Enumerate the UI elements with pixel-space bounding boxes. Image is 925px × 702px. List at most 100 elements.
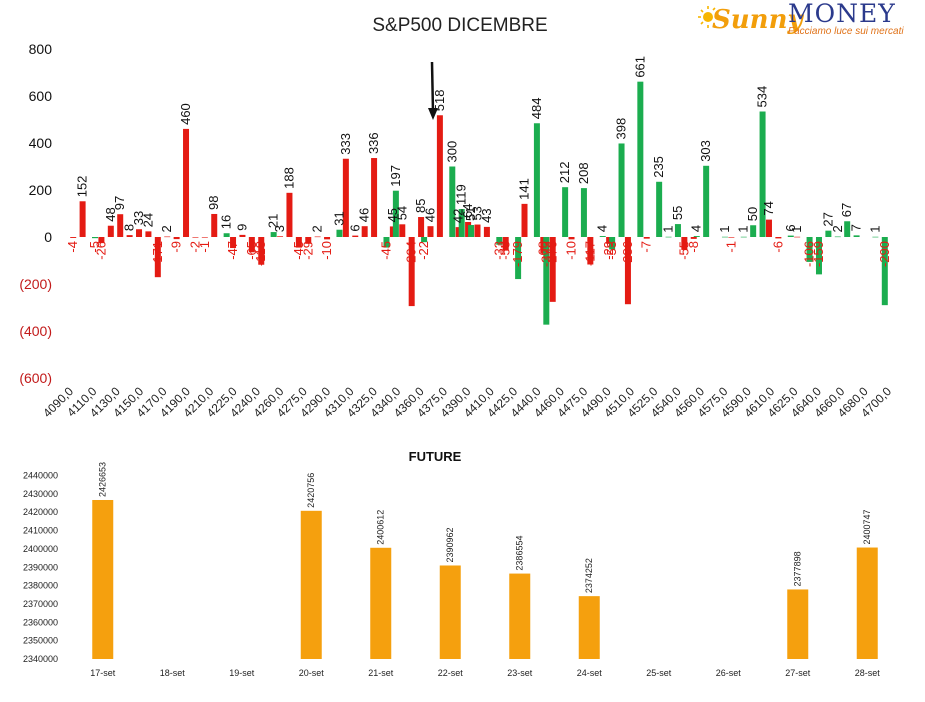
bar-value-label: 300 bbox=[444, 141, 459, 163]
red-bar bbox=[201, 237, 208, 238]
bar-value-label: -159 bbox=[811, 241, 826, 267]
bar-value-label: -45 bbox=[291, 241, 306, 260]
red-bar bbox=[70, 237, 77, 238]
red-bar bbox=[305, 237, 312, 244]
top-chart-title: S&P500 DICEMBRE bbox=[372, 15, 547, 36]
y-tick-label: 800 bbox=[29, 41, 53, 57]
bar-value-label: -4 bbox=[65, 241, 80, 253]
future-bar bbox=[509, 573, 531, 659]
red-bar bbox=[248, 237, 255, 253]
red-bar bbox=[549, 237, 556, 302]
bar-value-label: 24 bbox=[140, 213, 155, 227]
red-bar bbox=[624, 237, 631, 305]
red-bar bbox=[183, 128, 190, 237]
red-bar bbox=[154, 237, 161, 278]
bar-value-label: 661 bbox=[632, 56, 647, 78]
green-bar bbox=[599, 236, 606, 237]
bar-value-label: 2420756 bbox=[306, 473, 316, 508]
red-bar bbox=[361, 226, 368, 237]
red-bar bbox=[277, 236, 284, 237]
bar-value-label: -10 bbox=[319, 241, 334, 260]
green-bar bbox=[618, 143, 625, 237]
green-bar bbox=[223, 233, 230, 237]
red-bar bbox=[117, 214, 124, 237]
sun-icon bbox=[698, 6, 716, 28]
red-bar bbox=[502, 237, 509, 251]
green-bar bbox=[806, 237, 813, 262]
logo-word-money: MONEY bbox=[788, 0, 896, 28]
y-tick-label: 400 bbox=[29, 135, 53, 151]
y-tick-label: 2430000 bbox=[23, 489, 58, 499]
bar-value-label: 67 bbox=[839, 203, 854, 217]
red-bar bbox=[794, 236, 801, 238]
bar-value-label: 9 bbox=[234, 224, 249, 231]
green-bar bbox=[674, 224, 681, 237]
green-bar bbox=[336, 229, 343, 237]
bar-value-label: 2 bbox=[830, 225, 845, 232]
future-bar bbox=[92, 499, 114, 659]
green-bar bbox=[853, 235, 860, 237]
x-tick-label: 23-set bbox=[507, 668, 533, 678]
bar-value-label: 3 bbox=[272, 225, 287, 232]
bar-value-label: 141 bbox=[517, 178, 532, 200]
x-tick-label: 21-set bbox=[368, 668, 394, 678]
bar-value-label: 2400612 bbox=[376, 510, 386, 545]
bar-value-label: 85 bbox=[413, 199, 428, 213]
y-tick-label: 2390000 bbox=[23, 562, 58, 572]
red-bar bbox=[521, 203, 528, 237]
bar-value-label: -68 bbox=[535, 241, 550, 260]
bar-value-label: -6 bbox=[770, 241, 785, 253]
red-bar bbox=[474, 224, 481, 237]
bar-value-label: 333 bbox=[338, 133, 353, 155]
red-bar bbox=[483, 226, 490, 237]
x-tick-label: 24-set bbox=[577, 668, 603, 678]
bar-value-label: 74 bbox=[761, 201, 776, 215]
bar-value-label: 534 bbox=[755, 86, 770, 108]
bar-value-label: -45 bbox=[378, 241, 393, 260]
bar-value-label: 16 bbox=[219, 215, 234, 229]
bar-value-label: -10 bbox=[564, 241, 579, 260]
bar-value-label: 46 bbox=[422, 208, 437, 222]
red-bar bbox=[98, 237, 105, 244]
bar-value-label: 1 bbox=[717, 226, 732, 233]
bar-value-label: -171 bbox=[150, 241, 165, 267]
bar-value-label: 2374252 bbox=[584, 558, 594, 593]
green-bar bbox=[656, 181, 663, 237]
red-bar bbox=[643, 237, 650, 239]
green-bar bbox=[468, 225, 475, 237]
red-bar bbox=[775, 237, 782, 239]
bar-value-label: 27 bbox=[820, 212, 835, 226]
logo-word-sunny: Sunny bbox=[712, 5, 804, 35]
bar-value-label: 336 bbox=[366, 132, 381, 154]
red-bar bbox=[587, 237, 594, 265]
red-bar bbox=[427, 226, 434, 237]
green-bar bbox=[392, 190, 399, 237]
bar-value-label: 97 bbox=[112, 196, 127, 210]
green-bar bbox=[562, 187, 569, 237]
red-bar bbox=[173, 237, 180, 240]
red-bar bbox=[399, 224, 406, 237]
y-tick-label: 2360000 bbox=[23, 617, 58, 627]
bar-value-label: 42 bbox=[451, 209, 466, 223]
bar-value-label: -276 bbox=[545, 241, 560, 267]
bar-value-label: 21 bbox=[266, 214, 281, 228]
green-bar bbox=[637, 81, 644, 237]
bar-value-label: 2390962 bbox=[445, 527, 455, 562]
bar-value-label: 197 bbox=[388, 165, 403, 187]
bar-value-label: 460 bbox=[178, 103, 193, 125]
bar-value-label: 1 bbox=[867, 226, 882, 233]
green-bar bbox=[515, 237, 522, 280]
bar-value-label: -47 bbox=[225, 241, 240, 260]
bar-value-label: 43 bbox=[479, 208, 494, 222]
x-tick-label: 20-set bbox=[299, 668, 325, 678]
green-bar bbox=[881, 237, 888, 306]
bar-value-label: 6 bbox=[783, 224, 798, 231]
bar-value-label: 518 bbox=[432, 90, 447, 112]
x-tick-label: 18-set bbox=[160, 668, 186, 678]
x-tick-label: 27-set bbox=[785, 668, 811, 678]
green-bar bbox=[825, 230, 832, 237]
bar-value-label: 208 bbox=[576, 162, 591, 184]
bar-value-label: 98 bbox=[206, 196, 221, 210]
bar-value-label: 2 bbox=[310, 225, 325, 232]
future-bar bbox=[300, 510, 322, 659]
